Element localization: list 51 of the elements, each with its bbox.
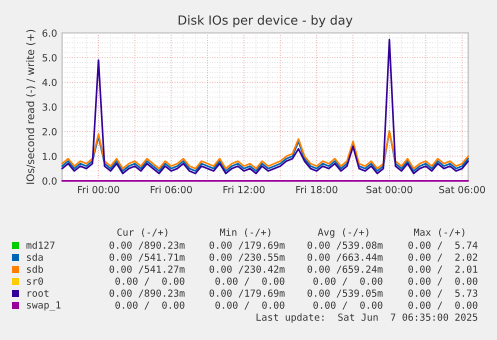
text: 0.00 / 5.73 [408,289,478,298]
y-tick-label: 3.0 [42,103,57,111]
y-axis-title: IOs/second read (-) / write (+) [26,30,36,184]
text: 0.00 / 0.00 [115,301,184,310]
text: Last update: Sat Jun 7 06:35:00 2025 [256,313,478,323]
legend-label: md127 [26,241,55,249]
text: 0.00 /230.55m [210,253,285,262]
legend-label: sda [27,253,43,261]
text: 0.00 / 0.00 [313,301,382,310]
legend-label: sr0 [27,277,43,285]
text: Min (-/+) [220,228,270,237]
y-tick-label: 2.0 [42,128,57,136]
text: 0.00 /539.05m [308,289,383,298]
legend-label: sdb [27,265,43,273]
text: 0.00 / 0.00 [115,277,184,286]
text: 0.00 / 0.00 [313,277,382,286]
line-series [61,38,470,174]
text: 0.00 / 0.00 [215,301,284,310]
x-tick-label: Fri 18:00 [296,186,338,194]
text: 0.00 /663.44m [308,253,383,262]
text: 0.00 / 2.02 [408,253,478,262]
text: 0.00 /539.08m [308,241,383,250]
text: 0.00 /890.23m [110,241,185,250]
y-tick-label: 1.0 [42,152,57,160]
text: 0.00 / 0.00 [215,277,284,286]
legend-label: swap_1 [27,301,60,311]
x-tick-label: Fri 06:00 [150,186,192,194]
text: 0.00 / 2.01 [408,265,478,274]
text: 0.00 /890.23m [110,289,185,298]
text: 0.00 / 0.00 [408,277,478,286]
x-tick-label: Fri 00:00 [78,186,120,194]
y-tick-label: 6.0 [42,29,57,37]
text: 0.00 /230.42m [210,265,285,274]
text: Cur (-/+) [117,228,168,237]
text: 0.00 /659.24m [308,265,383,274]
y-tick-label: 4.0 [42,78,57,86]
x-tick-label: Sat 06:00 [439,186,485,194]
text: Avg (-/+) [318,228,368,238]
text: 0.00 /179.69m [210,289,285,298]
text: 0.00 /179.69m [210,241,285,250]
text: 0.00 / 5.74 [408,241,478,250]
text: 0.00 / 0.00 [408,301,478,310]
text: Max (-/+) [414,228,464,237]
chart-title: Disk IOs per device - by day [178,15,352,28]
legend-label: root [28,290,48,297]
y-tick-label: 5.0 [42,54,57,62]
text: 0.00 /541.71m [110,253,185,262]
text: 0.00 /541.27m [110,265,185,274]
x-tick-label: Sat 00:00 [366,186,412,194]
y-tick-label: 0.0 [42,177,57,185]
x-tick-label: Fri 12:00 [224,186,265,194]
